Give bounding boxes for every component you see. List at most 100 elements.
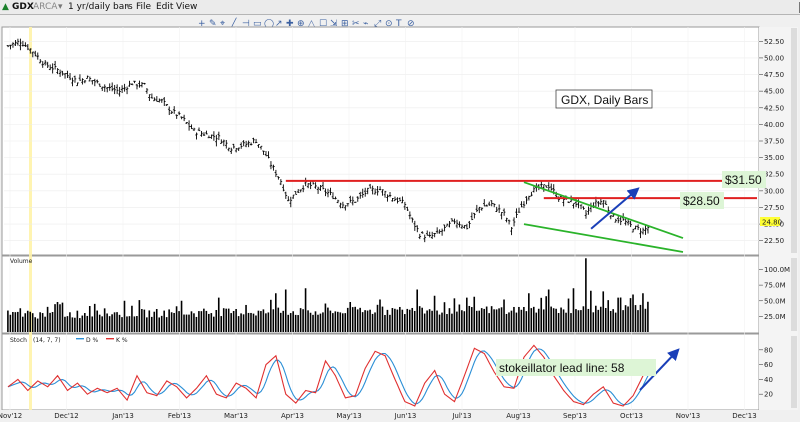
volume-bar [242,314,245,332]
toolbar-tool-icon[interactable]: ✂ [352,19,360,29]
volume-bar [433,295,436,332]
toolbar-tool-icon[interactable]: + [198,19,206,29]
time-tick-label: Feb'13 [168,412,191,420]
volume-bar [304,288,307,332]
toolbar-tool-icon[interactable]: T [395,19,402,29]
volume-bar [101,316,103,332]
toolbar-tool-icon[interactable]: ↗ [275,19,283,29]
volume-bar [458,304,461,332]
toolbar-tool-icon[interactable]: ▭ [253,19,262,29]
volume-bar [232,310,235,332]
volume-bar [250,312,252,332]
price-tick-label: 27.50 [764,204,784,212]
volume-bar [614,312,617,332]
volume-bar [71,317,74,332]
chart-title: GDX, Daily Bars [561,93,648,107]
volume-bar [14,312,17,332]
toolbar-tool-icon[interactable]: ⌁ [363,19,368,29]
volume-bar [384,314,386,332]
period-selector[interactable]: 1 yr/daily bars [68,2,133,12]
toolbar-tool-icon[interactable]: ╱ [230,17,237,29]
d-legend-label: D % [86,337,99,344]
volume-bar [29,311,32,332]
volume-bar [185,314,188,332]
volume-bar [118,314,121,332]
stochastic-lines [7,344,649,407]
toolbar-tool-icon[interactable]: ✚ [286,19,294,29]
toolbar-tool-icon[interactable]: ◯ [264,19,274,29]
price-tick-label: 35.00 [764,154,784,162]
volume-bar [634,305,637,332]
volume-bar [394,308,396,332]
toolbar-tool-icon[interactable]: ⌖ [220,19,225,29]
volume-bar [146,317,148,332]
toolbar-tool-icon[interactable]: △ [308,19,315,29]
volume-bar [483,308,485,332]
volume-bar [106,313,108,332]
volume-bar [356,309,359,332]
volume-bar [175,306,178,332]
menu-view[interactable]: View [176,2,198,12]
volume-bar [585,258,587,332]
toolbar-tool-icon[interactable]: ⊞ [341,19,349,29]
volume-bar [237,316,240,332]
price-bars [6,38,650,243]
stochastic-scrollbar[interactable] [791,336,797,408]
volume-bar [160,315,163,332]
volume-bars [7,258,649,332]
volume-bar [520,309,523,332]
volume-bar [163,310,165,332]
volume-bar [225,308,227,332]
volume-bar [532,306,535,332]
price-scrollbar[interactable] [791,28,797,253]
volume-bar [555,308,557,332]
volume-bar [165,317,168,332]
toolbar-tool-icon[interactable]: ⊘ [407,19,415,29]
gdx-chart: + ✎ ⌖ ╱ ⊣ ▭ ◯ ↗ ✚ ⊕ △ ☐ ⇲ ⊞ ✂ ⌁ ⤢ ⊙ T ⊘ 52.50 50.00 47.50 45.0… [0,17,800,422]
level-high-label: $31.50 [725,173,762,187]
volume-bar [98,314,101,332]
volume-bar [247,312,250,332]
toolbar-tool-icon[interactable]: ⤢ [373,19,381,29]
toolbar-tool-icon[interactable]: ☐ [319,19,327,29]
volume-bar [560,307,562,332]
volume-bar [158,317,161,332]
volume-bar [500,307,503,332]
volume-bar [282,310,285,332]
volume-bar [403,314,406,332]
dropdown-chevron-icon[interactable]: ▾ [58,2,63,12]
volume-bar [612,309,614,332]
volume-bar [255,315,257,332]
volume-bar [61,302,64,332]
volume-bar [552,308,555,332]
menu-file[interactable]: File [136,2,152,12]
volume-bar [131,305,133,332]
volume-bar [525,311,528,332]
toolbar-tool-icon[interactable]: ✎ [209,19,217,29]
volume-bar [602,291,605,332]
channel-upper-line [523,181,684,239]
dropdown-chevron-icon[interactable]: ▾ [126,2,131,12]
toolbar-tool-icon[interactable]: ⊕ [297,19,305,29]
volume-bar [473,296,476,332]
toolbar-tool-icon[interactable]: ⊣ [242,19,250,29]
volume-bar [312,314,314,332]
price-tick-label: 30.00 [764,187,784,195]
toolbar-tool-icon[interactable]: ⊙ [385,19,393,29]
volume-bar [227,308,230,332]
volume-bar [448,308,451,332]
volume-bar [381,306,384,332]
toolbar-tool-icon[interactable]: ⇲ [330,19,338,29]
volume-bar [642,293,644,332]
menu-edit[interactable]: Edit [156,2,174,12]
volume-bar [265,313,267,332]
volume-bar [21,316,24,332]
volume-bar [426,310,428,332]
volume-bar [441,312,443,332]
k-legend-swatch [106,338,114,340]
volume-scrollbar[interactable] [791,258,797,331]
volume-bar [446,314,448,332]
symbol-label[interactable]: GDX [12,2,34,12]
volume-bar [133,316,136,332]
